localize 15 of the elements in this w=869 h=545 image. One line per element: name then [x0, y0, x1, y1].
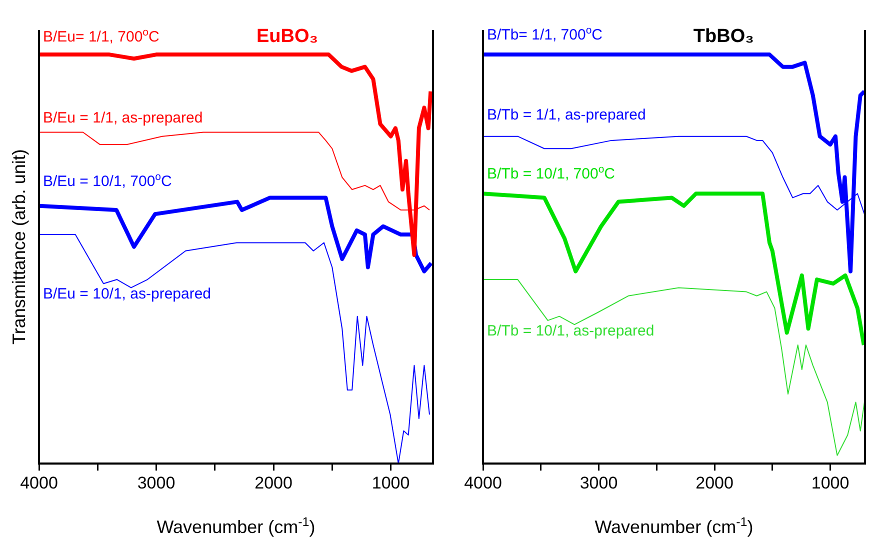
x-tick-label: 3000	[137, 473, 176, 492]
x-tick-label: 4000	[464, 473, 502, 492]
x-tick-label: 2000	[696, 473, 734, 492]
x-tick-label: 2000	[254, 473, 292, 492]
chart-title: EuBO₃	[256, 26, 318, 47]
series-label: B/Eu = 1/1, as-prepared	[43, 109, 203, 126]
x-tick-label: 1000	[372, 473, 410, 492]
x-tick-label: 1000	[811, 473, 850, 492]
x-tick-label: 4000	[20, 473, 58, 492]
series-label: B/Tb = 1/1, as-prepared	[487, 106, 646, 124]
series-label: B/Eu = 10/1, as-prepared	[43, 286, 212, 303]
chart-title: TbBO₃	[693, 26, 754, 47]
series-label: B/Tb = 10/1, as-prepared	[487, 322, 654, 340]
x-tick-label: 3000	[580, 473, 618, 492]
y-axis-title: Transmittance (arb. unit)	[9, 149, 29, 344]
